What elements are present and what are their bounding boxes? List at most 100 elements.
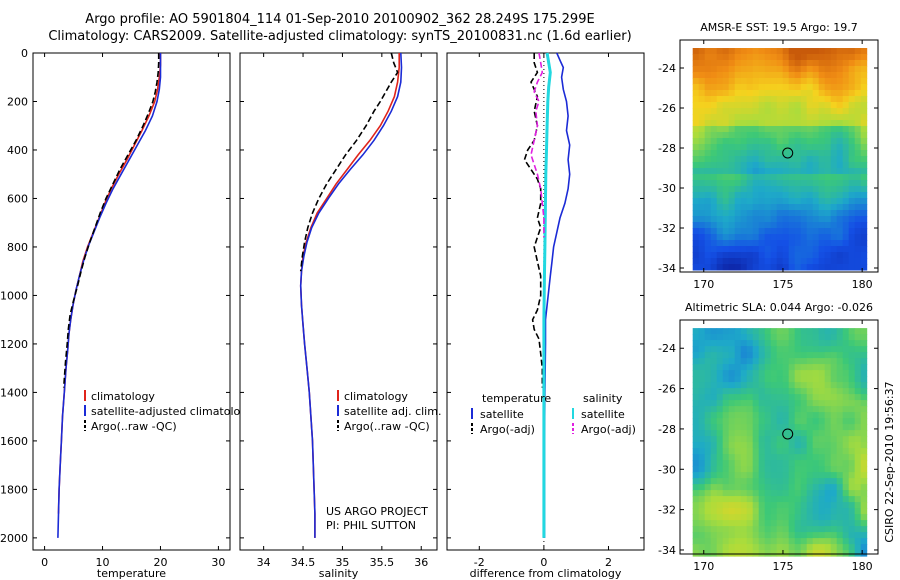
map-cell bbox=[830, 228, 838, 235]
y-tick-label: -30 bbox=[658, 463, 676, 476]
map-cell bbox=[818, 352, 826, 359]
map-cell bbox=[800, 126, 808, 133]
map-cell bbox=[746, 412, 754, 419]
map-cell bbox=[776, 364, 784, 371]
map-cell bbox=[848, 84, 856, 91]
map-cell bbox=[728, 364, 736, 371]
map-cell bbox=[776, 412, 784, 419]
map-cell bbox=[848, 346, 856, 353]
map-cell bbox=[788, 240, 796, 247]
map-cell bbox=[692, 108, 700, 115]
map-cell bbox=[848, 334, 856, 341]
map-cell bbox=[740, 490, 748, 497]
map-cell bbox=[824, 376, 832, 383]
map-cell bbox=[716, 478, 724, 485]
map-cell bbox=[806, 520, 814, 527]
map-cell bbox=[722, 150, 730, 157]
map-cell bbox=[794, 54, 802, 61]
map-cell bbox=[782, 526, 790, 533]
map-cell bbox=[746, 258, 754, 265]
map-cell bbox=[842, 120, 850, 127]
map-cell bbox=[710, 138, 718, 145]
map-cell bbox=[728, 54, 736, 61]
map-cell bbox=[716, 54, 724, 61]
map-cell bbox=[860, 162, 868, 169]
map-cell bbox=[704, 258, 712, 265]
map-cell bbox=[758, 84, 766, 91]
map-cell bbox=[722, 334, 730, 341]
map-cell bbox=[722, 84, 730, 91]
map-cell bbox=[782, 144, 790, 151]
map-cell bbox=[740, 174, 748, 181]
map-cell bbox=[830, 370, 838, 377]
map-cell bbox=[860, 358, 868, 365]
map-cell bbox=[764, 186, 772, 193]
map-cell bbox=[692, 334, 700, 341]
map-cell bbox=[818, 54, 826, 61]
map-cell bbox=[812, 84, 820, 91]
map-cell bbox=[842, 246, 850, 253]
map-cell bbox=[710, 466, 718, 473]
map-cell bbox=[782, 538, 790, 545]
map-cell bbox=[842, 430, 850, 437]
map-cell bbox=[848, 466, 856, 473]
map-cell bbox=[722, 120, 730, 127]
map-cell bbox=[704, 334, 712, 341]
map-cell bbox=[752, 60, 760, 67]
map-cell bbox=[770, 376, 778, 383]
map-cell bbox=[854, 334, 862, 341]
map-cell bbox=[860, 114, 868, 121]
map-cell bbox=[752, 364, 760, 371]
map-cell bbox=[806, 60, 814, 67]
x-tick-label: 34 bbox=[257, 556, 271, 569]
map-cell bbox=[734, 520, 742, 527]
map-cell bbox=[800, 454, 808, 461]
map-cell bbox=[776, 120, 784, 127]
map-cell bbox=[848, 150, 856, 157]
legend-label: climatology bbox=[344, 390, 408, 403]
legend-label: satellite-adjusted climatology bbox=[91, 405, 254, 418]
map-cell bbox=[794, 72, 802, 79]
map-cell bbox=[734, 436, 742, 443]
map-cell bbox=[806, 72, 814, 79]
map-cell bbox=[854, 406, 862, 413]
map-cell bbox=[704, 78, 712, 85]
map-frame bbox=[679, 319, 879, 555]
map-cell bbox=[818, 192, 826, 199]
map-cell bbox=[830, 210, 838, 217]
map-cell bbox=[818, 442, 826, 449]
map-cell bbox=[734, 216, 742, 223]
map-cell bbox=[698, 412, 706, 419]
map-cell bbox=[692, 132, 700, 139]
map-cell bbox=[800, 394, 808, 401]
map-cell bbox=[716, 192, 724, 199]
y-tick-label: 1200 bbox=[0, 338, 28, 351]
map-cell bbox=[836, 144, 844, 151]
map-cell bbox=[716, 406, 724, 413]
map-cell bbox=[848, 222, 856, 229]
map-cell bbox=[770, 334, 778, 341]
map-cell bbox=[716, 544, 724, 551]
map-cell bbox=[758, 424, 766, 431]
map-cell bbox=[692, 340, 700, 347]
map-cell bbox=[764, 156, 772, 163]
map-cell bbox=[728, 126, 736, 133]
map-cell bbox=[830, 72, 838, 79]
map-cell bbox=[794, 78, 802, 85]
map-cell bbox=[716, 448, 724, 455]
map-cell bbox=[722, 514, 730, 521]
map-cell bbox=[854, 126, 862, 133]
map-cell bbox=[710, 192, 718, 199]
map-cell bbox=[770, 406, 778, 413]
map-cell bbox=[734, 90, 742, 97]
map-cell bbox=[818, 424, 826, 431]
map-cell bbox=[770, 264, 778, 271]
legend-label: Argo(-adj) bbox=[480, 423, 535, 436]
map-cell bbox=[794, 532, 802, 539]
map-cell bbox=[848, 264, 856, 271]
map-cell bbox=[758, 246, 766, 253]
map-cell bbox=[698, 54, 706, 61]
map-cell bbox=[818, 180, 826, 187]
map-cell bbox=[818, 418, 826, 425]
map-cell bbox=[824, 180, 832, 187]
